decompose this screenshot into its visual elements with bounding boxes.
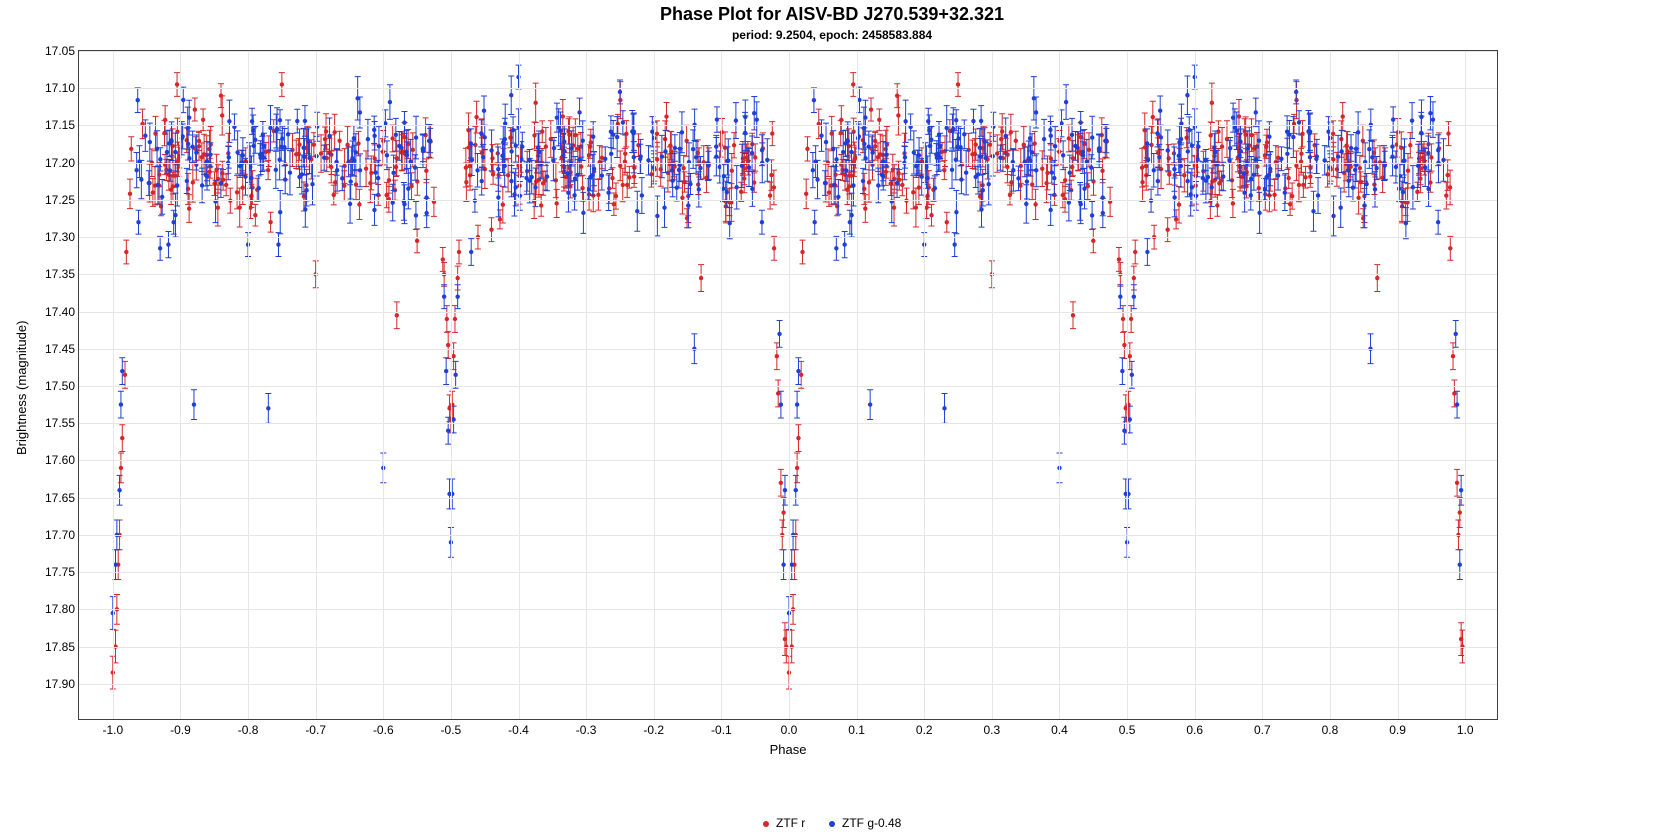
x-tick-label: 0.4 xyxy=(1051,723,1068,737)
y-tick-label: 17.60 xyxy=(45,453,75,467)
legend-item-ztf-g: ZTF g-0.48 xyxy=(829,816,902,830)
x-tick-label: -0.8 xyxy=(238,723,259,737)
legend-label: ZTF g-0.48 xyxy=(842,816,901,830)
x-tick-label: 0.0 xyxy=(781,723,798,737)
x-tick-label: -0.5 xyxy=(441,723,462,737)
y-tick-label: 17.35 xyxy=(45,267,75,281)
plot-svg xyxy=(79,51,1497,719)
x-tick-label: -1.0 xyxy=(102,723,123,737)
y-tick-label: 17.85 xyxy=(45,640,75,654)
y-tick-label: 17.05 xyxy=(45,44,75,58)
y-tick-label: 17.65 xyxy=(45,491,75,505)
x-tick-label: -0.2 xyxy=(643,723,664,737)
x-axis-label: Phase xyxy=(78,742,1498,757)
x-tick-label: 0.6 xyxy=(1186,723,1203,737)
y-tick-label: 17.10 xyxy=(45,81,75,95)
legend-label: ZTF r xyxy=(776,816,805,830)
legend-dot-icon xyxy=(763,821,769,827)
x-tick-label: -0.4 xyxy=(508,723,529,737)
x-tick-label: 0.2 xyxy=(916,723,933,737)
y-tick-label: 17.90 xyxy=(45,677,75,691)
x-tick-label: 0.1 xyxy=(848,723,865,737)
x-tick-label: -0.7 xyxy=(305,723,326,737)
y-tick-label: 17.50 xyxy=(45,379,75,393)
y-tick-label: 17.30 xyxy=(45,230,75,244)
y-tick-label: 17.55 xyxy=(45,416,75,430)
x-tick-label: 1.0 xyxy=(1457,723,1474,737)
chart-title: Phase Plot for AISV-BD J270.539+32.321 xyxy=(0,4,1664,25)
x-tick-label: 0.5 xyxy=(1119,723,1136,737)
legend: ZTF r ZTF g-0.48 xyxy=(0,816,1664,830)
x-tick-label: 0.8 xyxy=(1322,723,1339,737)
legend-item-ztf-r: ZTF r xyxy=(763,816,806,830)
y-tick-label: 17.15 xyxy=(45,118,75,132)
plot-area: -1.0-0.9-0.8-0.7-0.6-0.5-0.4-0.3-0.2-0.1… xyxy=(78,50,1498,720)
y-axis-label: Brightness (magnitude) xyxy=(14,321,29,455)
y-tick-label: 17.80 xyxy=(45,602,75,616)
x-tick-label: -0.9 xyxy=(170,723,191,737)
x-tick-label: 0.3 xyxy=(984,723,1001,737)
legend-dot-icon xyxy=(829,821,835,827)
x-tick-label: -0.3 xyxy=(576,723,597,737)
x-tick-label: -0.6 xyxy=(373,723,394,737)
x-tick-label: 0.7 xyxy=(1254,723,1271,737)
x-tick-label: 0.9 xyxy=(1389,723,1406,737)
y-tick-label: 17.40 xyxy=(45,305,75,319)
y-tick-label: 17.25 xyxy=(45,193,75,207)
x-tick-label: -0.1 xyxy=(711,723,732,737)
y-tick-label: 17.45 xyxy=(45,342,75,356)
y-tick-label: 17.20 xyxy=(45,156,75,170)
chart-subtitle: period: 9.2504, epoch: 2458583.884 xyxy=(0,28,1664,42)
y-tick-label: 17.75 xyxy=(45,565,75,579)
y-tick-label: 17.70 xyxy=(45,528,75,542)
